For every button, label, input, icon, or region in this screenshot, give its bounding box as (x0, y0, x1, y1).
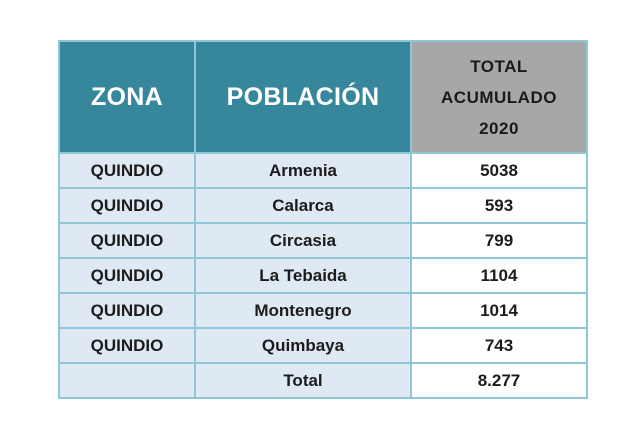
accumulated-totals-table: ZONA POBLACIÓN TOTAL ACUMULADO 2020 QUIN… (58, 40, 588, 399)
table-row: QUINDIO Calarca 593 (58, 187, 588, 224)
header-total-line-2: ACUMULADO (441, 87, 557, 107)
cell-poblacion: Quimbaya (194, 327, 412, 364)
cell-zona: QUINDIO (58, 292, 196, 329)
cell-poblacion: Circasia (194, 222, 412, 259)
cell-total: 743 (410, 327, 588, 364)
cell-poblacion: La Tebaida (194, 257, 412, 294)
cell-poblacion: Calarca (194, 187, 412, 224)
cell-zona: QUINDIO (58, 257, 196, 294)
cell-total: 1104 (410, 257, 588, 294)
cell-zona: QUINDIO (58, 222, 196, 259)
header-total-line-1: TOTAL (470, 56, 528, 76)
cell-zona: QUINDIO (58, 152, 196, 189)
table-row: QUINDIO Quimbaya 743 (58, 327, 588, 364)
table-row: QUINDIO Montenegro 1014 (58, 292, 588, 329)
header-zona: ZONA (58, 40, 196, 154)
header-total-acumulado: TOTAL ACUMULADO 2020 (410, 40, 588, 154)
cell-zona-empty (58, 362, 196, 399)
table-total-row: Total 8.277 (58, 362, 588, 399)
cell-total: 799 (410, 222, 588, 259)
table-row: QUINDIO Armenia 5038 (58, 152, 588, 189)
cell-poblacion: Armenia (194, 152, 412, 189)
cell-total: 5038 (410, 152, 588, 189)
table-header-row: ZONA POBLACIÓN TOTAL ACUMULADO 2020 (58, 40, 588, 154)
cell-poblacion: Montenegro (194, 292, 412, 329)
total-value: 8.277 (410, 362, 588, 399)
cell-zona: QUINDIO (58, 327, 196, 364)
header-poblacion: POBLACIÓN (194, 40, 412, 154)
cell-total: 1014 (410, 292, 588, 329)
cell-zona: QUINDIO (58, 187, 196, 224)
total-label: Total (194, 362, 412, 399)
cell-total: 593 (410, 187, 588, 224)
header-total-line-3: 2020 (479, 118, 519, 138)
table-row: QUINDIO Circasia 799 (58, 222, 588, 259)
table-row: QUINDIO La Tebaida 1104 (58, 257, 588, 294)
